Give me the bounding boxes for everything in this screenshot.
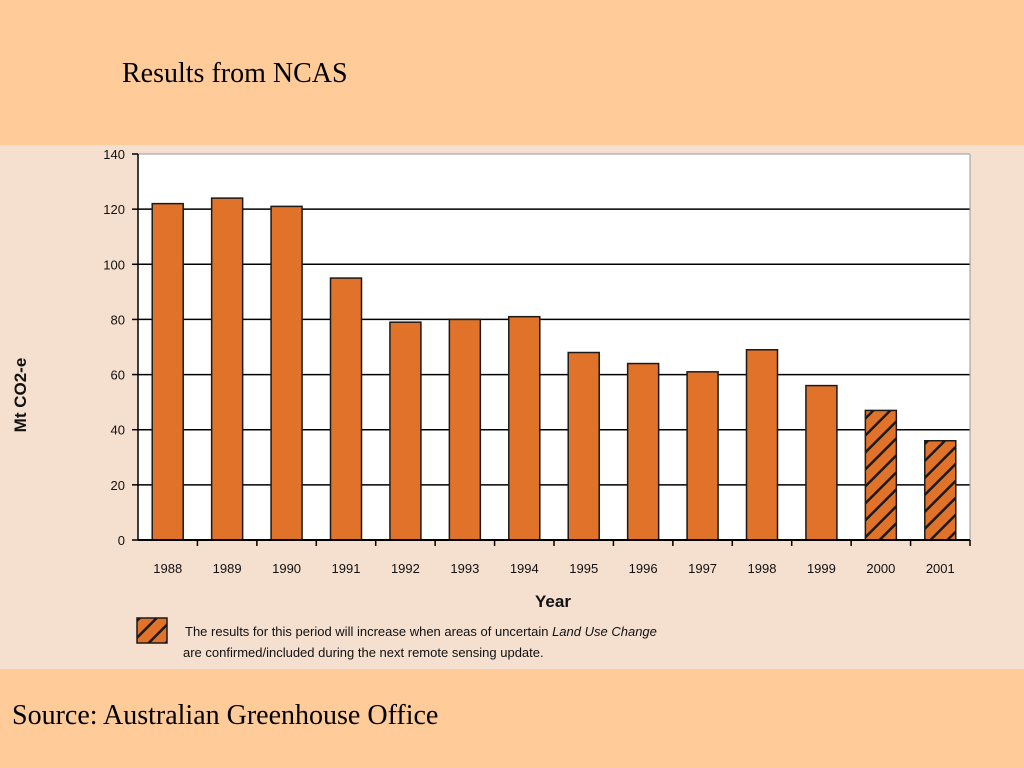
bar-1996 xyxy=(626,362,660,541)
x-tick-label: 1990 xyxy=(272,561,301,576)
x-tick-label: 2001 xyxy=(926,561,955,576)
x-tick-label: 2000 xyxy=(866,561,895,576)
bar-1999 xyxy=(805,384,838,541)
bar-1993 xyxy=(448,318,482,541)
x-tick-label: 1992 xyxy=(391,561,420,576)
x-tick-label: 1993 xyxy=(450,561,479,576)
y-tick-label: 80 xyxy=(111,312,125,327)
bar-1992 xyxy=(389,321,422,541)
bar-2001 xyxy=(924,439,957,541)
x-tick-label: 1994 xyxy=(510,561,539,576)
bar-2000 xyxy=(864,409,898,541)
x-tick-label: 1988 xyxy=(153,561,182,576)
bar-1997 xyxy=(686,371,719,541)
legend-text-line2: are confirmed/included during the next r… xyxy=(183,645,544,660)
legend: The results for this period will increas… xyxy=(136,617,657,660)
y-tick-label: 140 xyxy=(103,147,125,162)
x-tick-label: 1995 xyxy=(569,561,598,576)
slide-title: Results from NCAS xyxy=(122,58,348,89)
y-tick-label: 120 xyxy=(103,202,125,217)
bar-1995 xyxy=(567,351,600,541)
chart-panel: 0 20 40 60 80 100 120 140 1988 1989 1990 1991 1992 19… xyxy=(0,145,1024,669)
bar-1994 xyxy=(508,315,541,541)
bar-1990 xyxy=(270,205,303,541)
y-axis-label: Mt CO2-e xyxy=(11,358,30,433)
x-tick-label: 1989 xyxy=(213,561,242,576)
legend-swatch xyxy=(136,617,168,644)
legend-text-italic: Land Use Change xyxy=(552,624,657,639)
plot-area xyxy=(138,154,970,540)
x-tick-label: 1991 xyxy=(332,561,361,576)
y-tick-label: 100 xyxy=(103,257,125,272)
x-tick-label: 1997 xyxy=(688,561,717,576)
y-tick-label: 40 xyxy=(111,423,125,438)
x-axis-label: Year xyxy=(535,592,571,611)
y-tick-label: 0 xyxy=(118,533,125,548)
y-tick-label: 60 xyxy=(111,368,125,383)
bar-1988 xyxy=(151,202,184,541)
x-tick-label: 1998 xyxy=(748,561,777,576)
bar-1998 xyxy=(745,349,779,541)
bar-chart: 0 20 40 60 80 100 120 140 1988 1989 1990 1991 1992 19… xyxy=(11,147,971,660)
x-tick-label: 1996 xyxy=(629,561,658,576)
legend-text-prefix: The results for this period will increas… xyxy=(185,624,552,639)
y-tick-label: 20 xyxy=(111,478,125,493)
bar-1991 xyxy=(329,277,363,541)
source-caption: Source: Australian Greenhouse Office xyxy=(12,700,439,731)
x-tick-label: 1999 xyxy=(807,561,836,576)
bar-1989 xyxy=(210,197,244,541)
legend-text-line1: The results for this period will increas… xyxy=(185,624,657,639)
